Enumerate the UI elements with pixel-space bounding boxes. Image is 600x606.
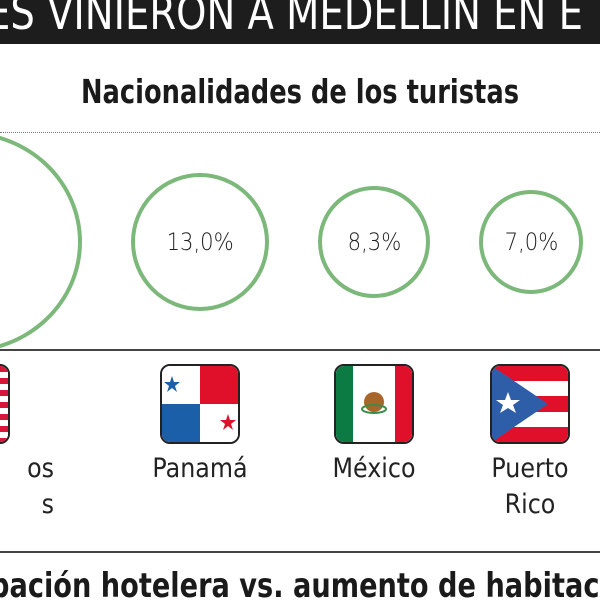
bubble-panama: 13,0%: [131, 173, 269, 311]
country-label-panama: Panamá: [152, 453, 248, 484]
header-banner: ES VINIERON A MEDELLÍN EN E: [0, 0, 600, 44]
divider: [0, 551, 600, 553]
next-section-title: pación hotelera vs. aumento de habitac: [0, 566, 600, 606]
bubble-mexico: 8,3%: [318, 186, 430, 298]
bubble-label: 8,3%: [347, 228, 401, 256]
section-title: Nacionalidades de los turistas: [80, 72, 520, 111]
divider: [0, 349, 600, 351]
bubble-estados-unidos: %: [0, 131, 82, 353]
bubble-puerto-rico: 7,0%: [479, 190, 583, 294]
country-label-estados-unidos: os s: [27, 453, 54, 520]
mexico-flag-icon: [334, 364, 414, 444]
banner-title: ES VINIERON A MEDELLÍN EN E: [0, 0, 583, 41]
panama-flag-icon: [160, 364, 240, 444]
dotted-divider: [0, 132, 600, 133]
country-label-mexico: México: [332, 453, 416, 484]
bubble-label: %: [0, 228, 1, 256]
country-label-puerto-rico: Puerto Rico: [491, 453, 569, 520]
puerto-rico-flag-icon: [490, 364, 570, 444]
us-flag-icon: [0, 364, 10, 444]
bubble-label: 13,0%: [166, 228, 234, 256]
bubble-label: 7,0%: [504, 228, 558, 256]
